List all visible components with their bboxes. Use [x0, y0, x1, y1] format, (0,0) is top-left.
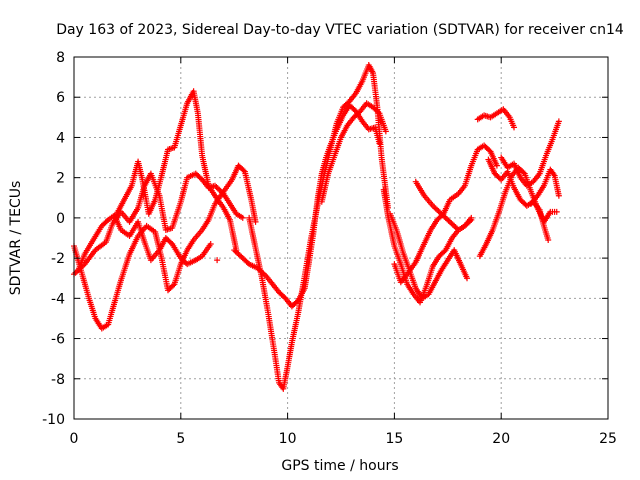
- data-point: [252, 218, 259, 225]
- y-tick-label: 6: [56, 90, 65, 106]
- series-sat-q: [214, 257, 221, 264]
- x-axis-label: GPS time / hours: [281, 458, 398, 474]
- data-point: [520, 169, 527, 176]
- y-tick-label: 2: [56, 171, 65, 187]
- x-tick-label: 10: [279, 431, 297, 447]
- data-point: [555, 192, 562, 199]
- data-point: [493, 162, 500, 169]
- data-point: [376, 140, 383, 147]
- x-tick-label: 5: [176, 431, 185, 447]
- y-tick-label: -2: [51, 251, 65, 267]
- data-point: [555, 118, 562, 125]
- data-point: [468, 216, 475, 223]
- y-tick-label: -8: [51, 372, 65, 388]
- data-point: [545, 237, 552, 244]
- series-sat-p: [528, 166, 562, 207]
- x-tick-label: 25: [599, 431, 617, 447]
- y-tick-label: 4: [56, 130, 65, 146]
- data-point: [375, 109, 382, 116]
- series-sat-k: [412, 178, 475, 233]
- y-tick-label: -10: [42, 412, 65, 428]
- series-sat-o: [498, 118, 562, 189]
- x-tick-label: 0: [70, 431, 79, 447]
- grid: [74, 57, 608, 419]
- series-sat-b: [71, 162, 259, 332]
- series-sat-d: [111, 212, 214, 268]
- series-sat-c: [75, 88, 240, 274]
- plot-frame: [73, 56, 609, 420]
- data-points: [71, 62, 562, 392]
- data-point: [170, 282, 177, 289]
- series-sat-l: [474, 106, 518, 131]
- x-tick-label: 15: [385, 431, 403, 447]
- series-sat-j: [391, 142, 500, 286]
- data-point: [239, 214, 246, 221]
- data-point: [207, 241, 214, 248]
- y-tick-label: -6: [51, 332, 65, 348]
- x-tick-label: 20: [492, 431, 510, 447]
- series-sat-n: [485, 156, 552, 244]
- data-point: [240, 167, 247, 174]
- y-tick-label: -4: [51, 291, 65, 307]
- y-tick-label: 0: [56, 211, 65, 227]
- data-point: [464, 275, 471, 282]
- data-point: [382, 128, 389, 135]
- y-axis-label: SDTVAR / TECUs: [8, 181, 24, 296]
- series-sat-g: [318, 100, 389, 205]
- data-point: [511, 124, 518, 131]
- series-sat-f: [246, 62, 391, 392]
- axis-ticks: [73, 56, 609, 420]
- data-point: [467, 218, 474, 225]
- data-point: [214, 257, 221, 264]
- chart-title: Day 163 of 2023, Sidereal Day-to-day VTE…: [56, 22, 624, 38]
- series-sat-i: [387, 210, 471, 302]
- tick-labels: 0 5 10 15 20 25 -10 -8 -6 -4 -2 0 2 4 6 8: [42, 50, 617, 447]
- y-tick-label: 8: [56, 50, 65, 66]
- data-point: [553, 208, 560, 215]
